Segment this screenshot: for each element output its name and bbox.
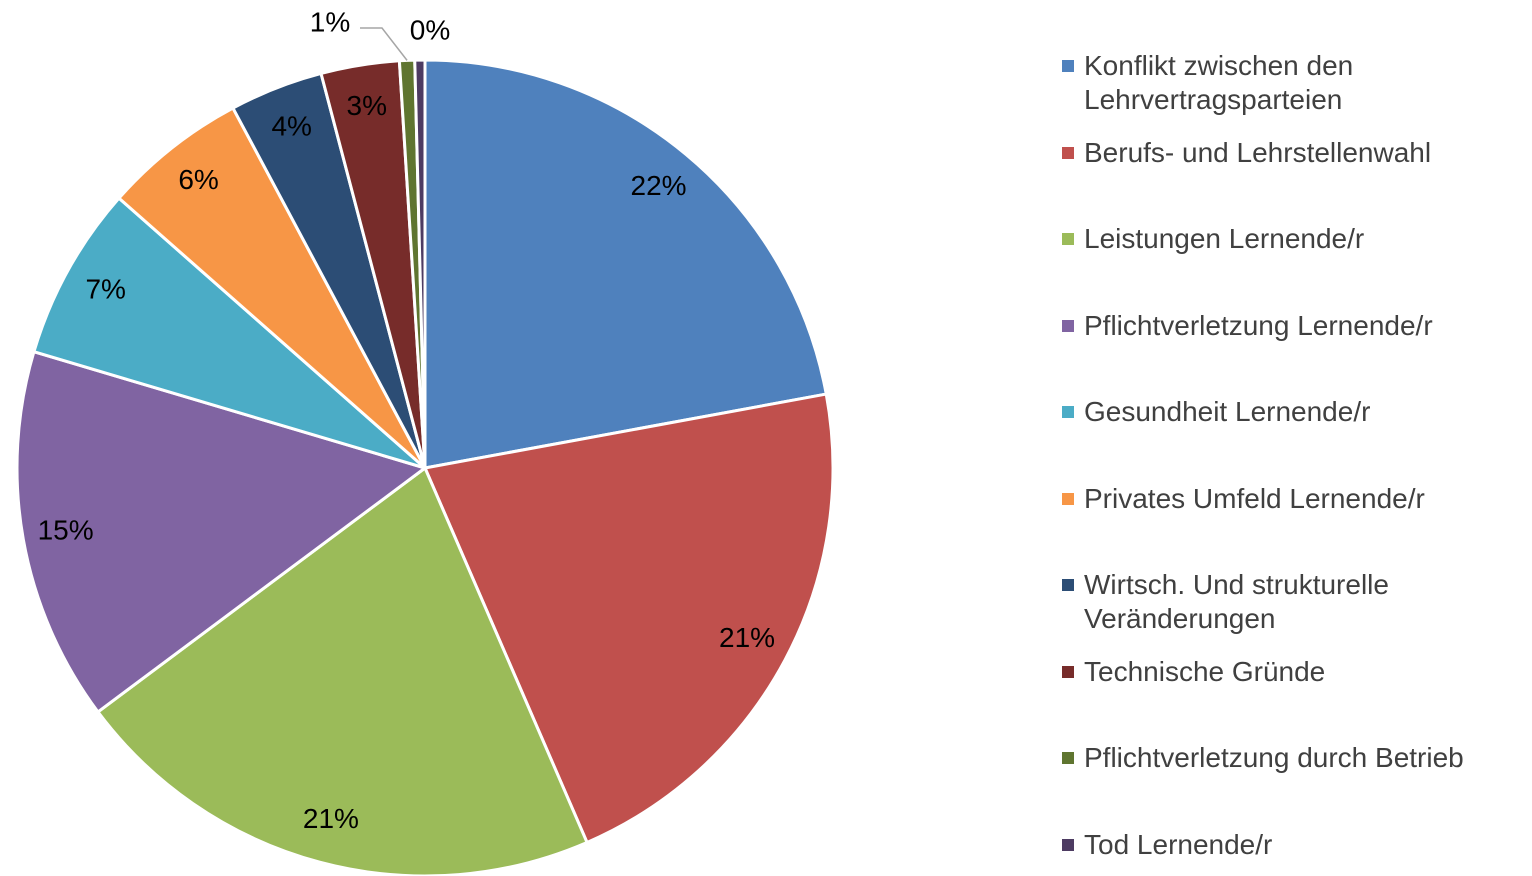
data-label: 15% [38,514,94,545]
data-label: 21% [303,803,359,834]
chart: 22% 21% 21% 15% 7% 6% 4% 3% 1% 0% [15,6,835,876]
leader-line [360,27,408,61]
data-label: 7% [85,274,125,305]
data-label: 22% [631,170,687,201]
legend-swatch [1062,752,1074,764]
data-label: 4% [271,111,311,142]
legend-item: Pflichtverletzung durch Betrieb [1060,741,1510,775]
legend-item: Tod Lernende/r [1060,828,1510,862]
legend-item: Pflichtverletzung Lernende/r [1060,309,1510,343]
legend-item: Konflikt zwischen den Lehrvertragspartei… [1060,49,1510,117]
legend-label: Tod Lernende/r [1084,828,1273,860]
legend-swatch [1062,233,1074,245]
legend-item: Wirtsch. Und strukturelle Veränderungen [1060,568,1510,636]
legend: Konflikt zwischen den Lehrvertragspartei… [1060,0,1510,876]
pie-slice [116,105,427,470]
legend-swatch [1062,838,1074,851]
legend-item: Leistungen Lernende/r [1060,222,1510,256]
data-label: 21% [719,622,775,653]
legend-label: Technische Gründe [1084,655,1326,687]
legend-swatch [1062,406,1074,418]
pie-slice [32,196,426,470]
legend-swatch [1062,319,1074,332]
data-label: 3% [347,90,387,121]
legend-swatch [1062,579,1074,591]
data-label: 1% [310,6,350,37]
pie-slice [95,465,590,876]
legend-item: Privates Umfeld Lernende/r [1060,482,1510,516]
legend-label: Berufs- und Lehrstellenwahl [1084,136,1432,168]
legend-label: Gesundheit Lernende/r [1084,396,1371,427]
legend-label: Privates Umfeld Lernende/r [1084,482,1425,514]
legend-item: Gesundheit Lernende/r [1060,395,1510,429]
legend-label: Leistungen Lernende/r [1084,223,1365,254]
legend-swatch [1062,492,1074,505]
pie-slice [15,349,429,715]
pie-slice [423,58,828,470]
legend-swatch [1062,665,1074,678]
legend-label: Pflichtverletzung durch Betrieb [1084,742,1464,773]
legend-swatch [1062,60,1074,72]
legend-item: Berufs- und Lehrstellenwahl [1060,136,1510,170]
legend-item: Technische Gründe [1060,655,1510,689]
legend-label: Pflichtverletzung Lernende/r [1084,309,1433,341]
legend-swatch [1062,146,1074,159]
legend-label: Wirtsch. Und strukturelle Veränderungen [1084,569,1389,634]
legend-label: Konflikt zwischen den Lehrvertragspartei… [1084,50,1354,115]
data-label: 6% [178,164,218,195]
pie-slice [422,392,835,845]
data-label: 0% [410,14,450,45]
pie-slice [413,58,427,469]
